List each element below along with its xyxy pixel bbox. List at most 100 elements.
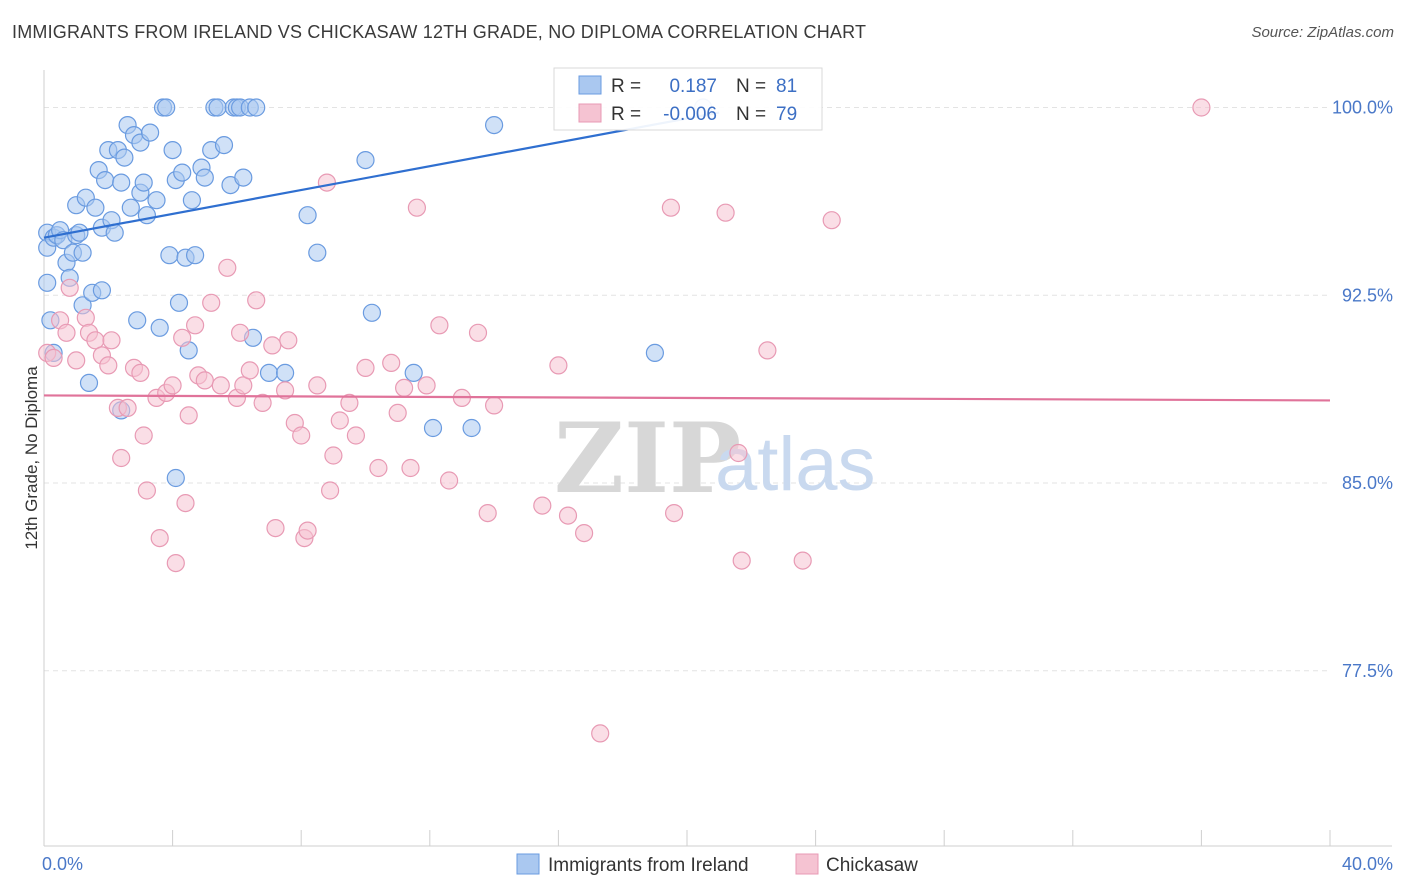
watermark-atlas: atlas [715, 422, 876, 507]
point-s0-66 [247, 98, 266, 117]
point-s0-76 [485, 115, 504, 135]
point-s1-42 [279, 331, 298, 350]
point-s0-72 [362, 303, 381, 322]
point-s0-39 [141, 123, 160, 142]
point-s0-69 [298, 206, 317, 225]
legend: Immigrants from Ireland Chickasaw [516, 853, 918, 876]
point-s0-79 [166, 468, 185, 488]
stats-r-label-ireland: R = [611, 76, 641, 97]
point-s1-22 [163, 376, 182, 395]
stats-r-value-ireland: 0.187 [669, 76, 717, 97]
point-s1-73 [661, 198, 681, 217]
x-tick-label-1: 40.0% [1342, 854, 1393, 874]
series-ireland-points [38, 98, 713, 488]
point-s1-14 [118, 398, 137, 417]
point-s1-25 [176, 494, 195, 513]
legend-label-chickasaw: Chickasaw [826, 855, 918, 876]
point-s1-50 [324, 446, 343, 465]
point-s0-51 [182, 191, 201, 210]
point-s1-41 [276, 381, 295, 400]
stats-r-label-chickasaw: R = [611, 104, 641, 125]
x-tick-label-0: 0.0% [42, 854, 83, 874]
point-s1-6 [76, 308, 95, 327]
legend-label-ireland: Immigrants from Ireland [548, 855, 749, 876]
stats-n-label-chickasaw: N = [736, 104, 766, 125]
series-chickasaw-points [38, 98, 1211, 743]
point-s1-81 [1192, 98, 1211, 117]
point-s0-47 [169, 293, 189, 312]
point-s1-3 [57, 323, 76, 342]
watermark-zip: ZIP [554, 402, 741, 515]
point-s0-63 [234, 168, 253, 187]
y-tick-label-0: 100.0% [1332, 98, 1393, 118]
point-s0-57 [208, 98, 227, 117]
point-s1-16 [131, 363, 150, 382]
point-s1-67 [485, 396, 504, 415]
point-s0-45 [163, 141, 182, 160]
point-s1-63 [440, 471, 459, 490]
axes [43, 70, 1392, 847]
point-s1-72 [591, 724, 610, 743]
stats-box: R = 0.187 N = 81 R = -0.006 N = 79 [553, 67, 823, 131]
point-s1-74 [664, 503, 684, 523]
point-s1-76 [729, 443, 748, 463]
point-s1-75 [716, 203, 735, 222]
stats-swatch-ireland [578, 75, 602, 95]
point-s0-22 [92, 281, 112, 300]
legend-swatch-chickasaw [795, 853, 819, 875]
point-s0-43 [157, 98, 176, 117]
point-s1-70 [558, 506, 578, 525]
point-s1-56 [382, 353, 401, 372]
source-credit: Source: ZipAtlas.com [1251, 24, 1394, 41]
y-tick-label-1: 92.5% [1342, 285, 1393, 305]
point-s1-27 [186, 316, 205, 335]
point-s1-57 [388, 403, 407, 422]
point-s1-66 [478, 503, 497, 523]
point-s1-49 [321, 481, 340, 500]
point-s1-36 [240, 361, 259, 380]
trend-line-s1 [43, 394, 1331, 402]
point-s1-4 [60, 278, 79, 297]
point-s0-74 [423, 418, 443, 438]
point-s1-35 [234, 376, 253, 395]
point-s1-58 [395, 378, 414, 397]
point-s0-71 [356, 151, 375, 170]
point-s0-48 [173, 163, 192, 182]
point-s0-41 [150, 318, 169, 337]
point-s1-48 [317, 173, 336, 192]
y-tick-labels: 100.0% 92.5% 85.0% 77.5% [1332, 98, 1393, 681]
legend-swatch-ireland [516, 853, 540, 875]
point-s1-51 [330, 411, 349, 430]
point-s0-18 [79, 373, 99, 392]
point-s0-29 [112, 173, 131, 192]
point-s1-8 [86, 331, 105, 350]
point-s1-20 [150, 528, 169, 548]
point-s0-24 [95, 171, 115, 190]
point-s1-18 [137, 481, 156, 500]
point-s0-77 [645, 343, 665, 362]
point-s1-40 [266, 518, 285, 538]
point-s1-11 [102, 331, 121, 350]
point-s0-15 [73, 243, 92, 262]
point-s1-24 [173, 328, 192, 347]
point-s1-46 [298, 521, 317, 540]
chart-title: IMMIGRANTS FROM IRELAND VS CHICKASAW 12T… [12, 22, 867, 42]
point-s1-17 [134, 426, 153, 445]
watermark: ZIP atlas [554, 402, 876, 515]
point-s1-53 [346, 426, 365, 445]
point-s1-44 [292, 426, 311, 445]
point-s1-71 [574, 523, 594, 543]
y-tick-label-3: 77.5% [1342, 661, 1393, 681]
point-s0-58 [214, 136, 234, 155]
x-tick-labels: 0.0% 40.0% [42, 854, 1393, 874]
point-s1-77 [732, 551, 751, 570]
point-s1-69 [549, 356, 568, 375]
point-s1-47 [308, 376, 327, 395]
point-s1-37 [247, 291, 266, 310]
point-s1-62 [430, 316, 449, 335]
point-s1-59 [401, 458, 420, 478]
stats-swatch-chickasaw [578, 103, 602, 123]
point-s0-75 [462, 418, 481, 438]
point-s1-78 [758, 341, 777, 360]
point-s0-67 [259, 363, 279, 382]
